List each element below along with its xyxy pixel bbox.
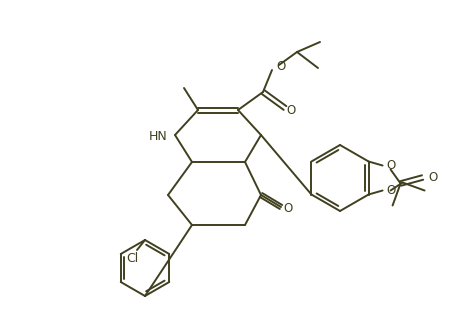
Text: O: O — [429, 171, 438, 184]
Text: HN: HN — [148, 129, 167, 142]
Text: Cl: Cl — [126, 252, 138, 264]
Text: O: O — [387, 184, 396, 197]
Text: O: O — [283, 202, 293, 216]
Text: O: O — [286, 104, 296, 117]
Text: O: O — [387, 159, 396, 172]
Text: O: O — [276, 61, 285, 73]
